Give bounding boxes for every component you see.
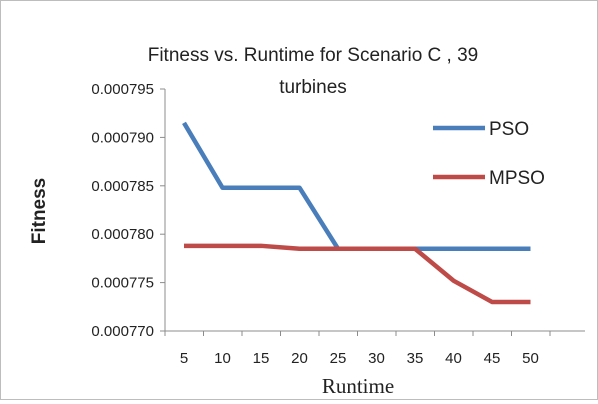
x-tick-label: 10	[214, 350, 231, 367]
legend-label-pso: PSO	[489, 119, 529, 140]
x-axis-label: Runtime	[322, 374, 394, 398]
y-tick-label: 0.000790	[91, 129, 154, 146]
y-tick-label: 0.000795	[91, 81, 154, 98]
y-tick-label: 0.000780	[91, 226, 154, 243]
x-tick-label: 50	[522, 350, 539, 367]
chart-title-line-1: Fitness vs. Runtime for Scenario C , 39	[148, 45, 479, 66]
y-axis-label: Fitness	[29, 178, 50, 245]
x-tick-label: 5	[180, 350, 188, 367]
series-line-pso	[182, 121, 531, 251]
x-tick-label: 25	[330, 350, 347, 367]
series-layer	[182, 121, 531, 305]
x-tick-label: 30	[368, 350, 385, 367]
y-tick-label: 0.000775	[91, 275, 154, 292]
x-tick-label: 35	[407, 350, 424, 367]
x-tick-label: 15	[253, 350, 270, 367]
chart-title-line-2: turbines	[279, 77, 347, 98]
legend-label-mpso: MPSO	[489, 168, 545, 189]
y-tick-label: 0.000785	[91, 178, 154, 195]
x-tick-label: 40	[445, 350, 462, 367]
legend: PSO MPSO	[433, 119, 545, 189]
series-line-mpso	[184, 243, 531, 305]
x-tick-label: 20	[291, 350, 308, 367]
y-ticks: 0.000770 0.000775 0.000780 0.000785 0.000790…	[91, 81, 165, 340]
x-tick-label: 45	[484, 350, 501, 367]
x-ticks: 5 10 15 20 25 30 35 40 45 50	[164, 331, 551, 367]
y-tick-label: 0.000770	[91, 323, 154, 340]
